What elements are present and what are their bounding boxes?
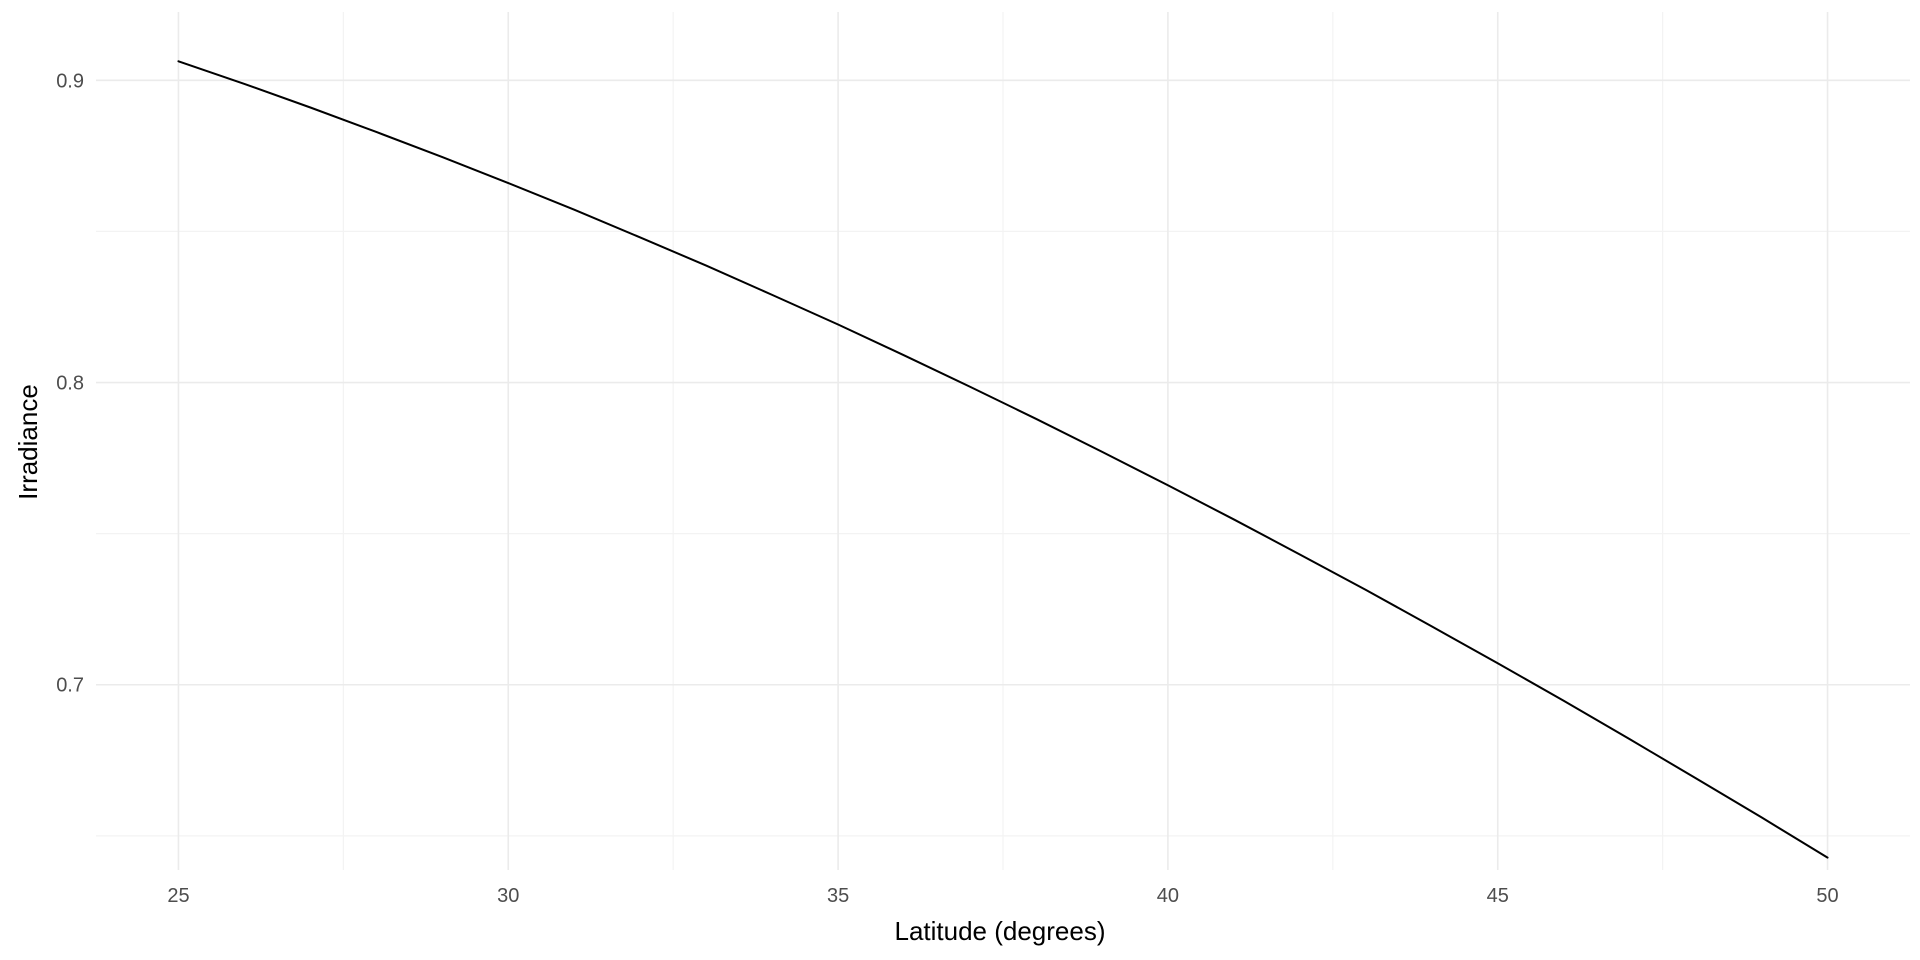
data-point	[837, 323, 839, 326]
data-point	[969, 386, 971, 388]
data-point	[1497, 662, 1499, 664]
series-layer	[177, 60, 1829, 859]
x-tick-label: 25	[167, 885, 189, 907]
data-point	[573, 209, 575, 211]
data-point	[1563, 700, 1565, 702]
data-point	[1101, 451, 1103, 453]
data-point	[243, 83, 246, 85]
data-point	[1431, 625, 1433, 628]
y-tick-label: 0.7	[56, 675, 84, 697]
x-tick-label: 50	[1816, 885, 1838, 907]
x-axis-title: Latitude (degrees)	[894, 916, 1105, 946]
y-axis-tick-labels: 0.7 0.8 0.9	[56, 70, 84, 696]
data-point	[771, 294, 773, 296]
data-point	[507, 182, 509, 184]
data-point	[1035, 418, 1037, 420]
data-point	[1167, 484, 1169, 486]
series-line	[177, 60, 1829, 859]
data-point	[1629, 738, 1631, 740]
data-point	[375, 131, 377, 133]
y-tick-label: 0.8	[56, 373, 84, 395]
data-point	[441, 156, 443, 158]
data-point	[309, 106, 311, 109]
data-point	[1233, 518, 1235, 521]
data-point	[177, 60, 180, 62]
x-tick-label: 35	[827, 885, 849, 907]
data-point	[1299, 553, 1301, 556]
x-tick-label: 40	[1157, 885, 1179, 907]
y-axis-title: Irradiance	[13, 384, 43, 500]
data-point	[1826, 857, 1829, 859]
minor-gridlines	[96, 12, 1910, 870]
data-point	[1695, 777, 1697, 779]
x-axis-tick-labels: 25 30 35 40 45 50	[167, 885, 1838, 907]
data-point	[639, 236, 641, 239]
data-point	[903, 354, 905, 356]
x-tick-label: 45	[1487, 885, 1509, 907]
data-point	[1365, 589, 1367, 591]
y-tick-label: 0.9	[56, 70, 84, 92]
x-tick-label: 30	[497, 885, 519, 907]
data-point	[705, 264, 707, 267]
major-gridlines	[96, 12, 1910, 870]
data-point	[1760, 816, 1763, 819]
